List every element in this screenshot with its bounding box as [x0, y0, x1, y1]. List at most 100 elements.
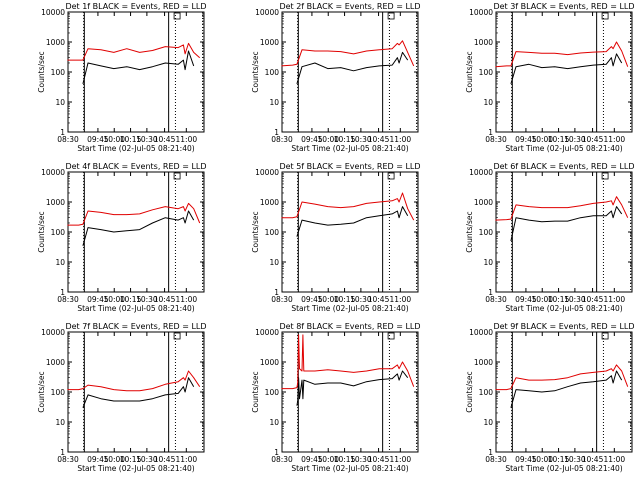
- y-tick-label: 1: [488, 288, 493, 297]
- x-tick-label: 10:45: [368, 135, 390, 144]
- x-tick-label: 11:00: [176, 135, 198, 144]
- y-tick-label: 10000: [41, 168, 65, 177]
- y-axis-label: Counts/sec: [37, 51, 46, 92]
- lld-series-line: [495, 364, 629, 391]
- x-tick-label: 10:00: [103, 295, 125, 304]
- x-tick-label: 10:15: [120, 135, 142, 144]
- marker-box: [601, 12, 609, 20]
- events-series-line: [296, 51, 409, 85]
- x-tick-label: 08:30: [485, 135, 507, 144]
- x-tick-label: 08:30: [57, 135, 79, 144]
- marker-box: [601, 332, 609, 340]
- events-series-line: [82, 210, 195, 246]
- x-tick-label: 11:00: [604, 295, 626, 304]
- x-tick-label: 08:30: [485, 455, 507, 464]
- events-series-line: [510, 53, 623, 85]
- y-tick-label: 1: [60, 128, 65, 137]
- chart-title: Det 7f BLACK = Events, RED = LLD: [65, 322, 206, 331]
- x-axis-label: Start Time (02-Jul-05 08:21:40): [505, 304, 622, 313]
- x-tick-label: 10:45: [582, 135, 604, 144]
- y-tick-label: 10: [269, 258, 279, 267]
- y-tick-label: 1: [60, 448, 65, 457]
- y-tick-label: 1000: [474, 198, 493, 207]
- events-series-line: [82, 50, 195, 85]
- marker-box: [387, 332, 395, 340]
- y-tick-label: 10: [269, 98, 279, 107]
- y-axis-label: Counts/sec: [37, 371, 46, 412]
- y-axis-label: Counts/sec: [465, 51, 474, 92]
- y-tick-label: 1000: [46, 358, 65, 367]
- y-tick-label: 1: [274, 128, 279, 137]
- x-axis-label: Start Time (02-Jul-05 08:21:40): [77, 144, 194, 153]
- marker-box: [173, 172, 181, 180]
- x-tick-label: 08:30: [57, 295, 79, 304]
- events-series-line: [510, 370, 623, 408]
- chart-panel-2: Det 2f BLACK = Events, RED = LLD 1 10 100 10…: [251, 2, 421, 153]
- lld-series-line: [281, 334, 415, 390]
- x-tick-label: 08:30: [271, 455, 293, 464]
- y-tick-label: 1: [60, 288, 65, 297]
- chart-title: Det 2f BLACK = Events, RED = LLD: [279, 2, 420, 11]
- x-axis-label: Start Time (02-Jul-05 08:21:40): [291, 144, 408, 153]
- chart-title: Det 5f BLACK = Events, RED = LLD: [279, 162, 420, 171]
- x-tick-label: 10:15: [120, 455, 142, 464]
- y-tick-label: 1000: [474, 38, 493, 47]
- y-tick-label: 10000: [469, 168, 493, 177]
- x-tick-label: 10:45: [368, 455, 390, 464]
- marker-box: [387, 12, 395, 20]
- y-tick-label: 10: [55, 98, 65, 107]
- x-tick-label: 08:30: [271, 135, 293, 144]
- x-tick-label: 10:15: [548, 135, 570, 144]
- x-tick-label: 10:30: [350, 295, 372, 304]
- x-tick-label: 09:45: [301, 295, 323, 304]
- x-tick-label: 10:00: [317, 135, 339, 144]
- y-tick-label: 1: [274, 288, 279, 297]
- plot-frame: [67, 11, 205, 133]
- y-tick-label: 1000: [474, 358, 493, 367]
- x-tick-label: 10:45: [154, 135, 176, 144]
- x-tick-label: 10:30: [564, 295, 586, 304]
- y-tick-label: 10000: [255, 168, 279, 177]
- chart-panel-7: Det 7f BLACK = Events, RED = LLD 1 10 100 10…: [37, 322, 207, 473]
- y-tick-label: 1000: [260, 38, 279, 47]
- x-tick-label: 09:45: [301, 135, 323, 144]
- x-tick-label: 10:15: [334, 295, 356, 304]
- y-tick-label: 100: [479, 68, 494, 77]
- x-tick-label: 11:00: [390, 135, 412, 144]
- x-tick-label: 10:45: [582, 295, 604, 304]
- chart-title: Det 8f BLACK = Events, RED = LLD: [279, 322, 420, 331]
- y-tick-label: 10: [55, 418, 65, 427]
- lld-series-line: [281, 192, 415, 221]
- x-tick-label: 10:30: [350, 135, 372, 144]
- chart-panel-9: Det 9f BLACK = Events, RED = LLD 1 10 100 10…: [465, 322, 635, 473]
- lld-series-line: [495, 196, 629, 221]
- y-tick-label: 1: [488, 448, 493, 457]
- x-tick-label: 08:30: [485, 295, 507, 304]
- lld-series-line: [67, 202, 201, 226]
- x-tick-label: 08:30: [57, 455, 79, 464]
- chart-title: Det 4f BLACK = Events, RED = LLD: [65, 162, 206, 171]
- lld-series-line: [67, 370, 201, 392]
- chart-panel-8: Det 8f BLACK = Events, RED = LLD 1 10 100 10…: [251, 322, 421, 473]
- chart-title: Det 1f BLACK = Events, RED = LLD: [65, 2, 206, 11]
- chart-title: Det 3f BLACK = Events, RED = LLD: [493, 2, 634, 11]
- y-tick-label: 10000: [41, 328, 65, 337]
- x-tick-label: 10:00: [317, 295, 339, 304]
- y-tick-label: 1: [274, 448, 279, 457]
- x-tick-label: 09:45: [515, 135, 537, 144]
- x-tick-label: 10:15: [120, 295, 142, 304]
- x-tick-label: 09:45: [87, 295, 109, 304]
- x-tick-label: 10:30: [136, 135, 158, 144]
- y-tick-label: 100: [51, 228, 66, 237]
- x-tick-label: 11:00: [176, 295, 198, 304]
- y-axis-label: Counts/sec: [465, 211, 474, 252]
- plot-frame: [495, 331, 633, 453]
- events-series-line: [296, 370, 409, 406]
- y-tick-label: 100: [51, 68, 66, 77]
- events-series-line: [510, 206, 623, 242]
- plot-frame: [495, 171, 633, 293]
- y-tick-label: 1000: [46, 198, 65, 207]
- y-tick-label: 100: [265, 228, 280, 237]
- x-tick-label: 10:30: [564, 455, 586, 464]
